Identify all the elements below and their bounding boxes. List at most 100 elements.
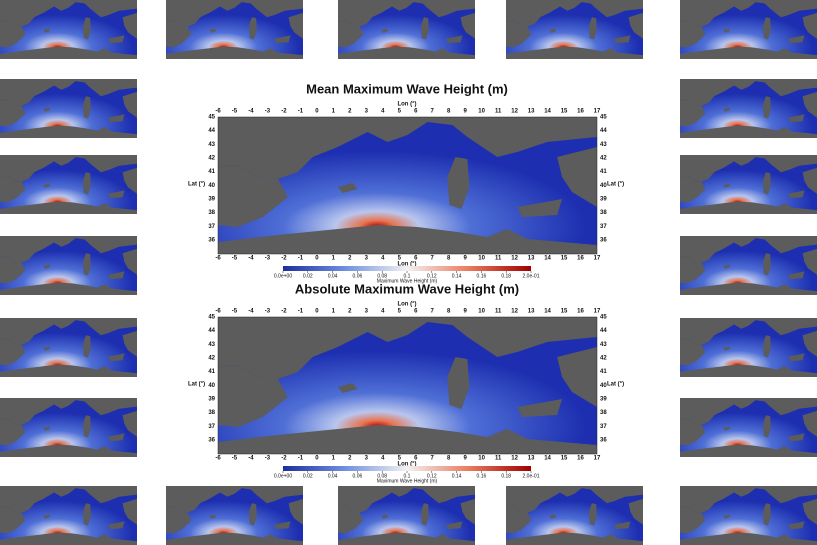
lon-tick-top: 4 (381, 309, 385, 315)
colorbar-tick-label: 0.1 (404, 473, 411, 479)
lon-tick-top: 2 (348, 109, 352, 115)
lon-tick-top: -3 (265, 109, 271, 115)
lat-tick-right: 43 (600, 342, 607, 348)
lon-tick-bottom: -4 (248, 456, 254, 462)
lon-tick-bottom: -4 (248, 256, 254, 262)
lon-tick-top: 14 (544, 309, 551, 315)
lon-tick-bottom: -6 (215, 256, 221, 262)
lat-tick-right: 44 (600, 128, 607, 134)
lat-tick-left: 41 (208, 169, 215, 175)
lon-tick-bottom: 11 (495, 456, 502, 462)
lon-tick-top: 6 (414, 309, 418, 315)
lon-tick-bottom: 12 (511, 456, 518, 462)
lat-tick-right: 38 (600, 410, 607, 416)
thumbnail-map (680, 155, 817, 214)
lon-tick-top: 15 (561, 109, 568, 115)
lat-label-right: Lat (°) (607, 182, 624, 188)
colorbar-label: Maximum Wave Height (m) (377, 478, 438, 484)
lon-tick-top: -5 (232, 109, 238, 115)
lat-tick-right: 39 (600, 197, 607, 203)
lon-tick-bottom: -6 (215, 456, 221, 462)
map (218, 117, 597, 254)
lat-tick-right: 44 (600, 328, 607, 334)
lon-tick-bottom: 7 (431, 456, 435, 462)
lon-tick-bottom: 14 (544, 256, 551, 262)
lon-tick-top: -4 (248, 309, 254, 315)
lat-tick-right: 45 (600, 315, 607, 321)
colorbar-tick-label: 0.16 (477, 273, 487, 279)
lon-tick-top: 8 (447, 109, 451, 115)
colorbar-tick-label: 0.08 (377, 273, 387, 279)
lon-tick-top: 16 (577, 109, 584, 115)
lon-tick-bottom: 2 (348, 456, 352, 462)
colorbar-tick-label: 2.0e-01 (523, 273, 540, 279)
lat-tick-right: 36 (600, 238, 607, 244)
lon-tick-bottom: 16 (577, 256, 584, 262)
lon-tick-bottom: 3 (365, 256, 369, 262)
lon-label-bottom: Lon (°) (397, 462, 416, 468)
lat-tick-left: 43 (208, 142, 215, 148)
lon-tick-top: -5 (232, 309, 238, 315)
lon-tick-bottom: 0 (315, 456, 319, 462)
map-panel: Mean Maximum Wave Height (m) -6 -6 -5 -5 -4 -4… (188, 81, 624, 284)
lon-tick-bottom: 11 (495, 256, 502, 262)
lon-tick-top: 5 (398, 309, 402, 315)
lon-tick-top: 17 (594, 309, 601, 315)
lat-tick-left: 36 (208, 238, 215, 244)
lon-tick-bottom: 15 (561, 456, 568, 462)
lon-tick-bottom: 8 (447, 256, 451, 262)
lon-tick-top: 1 (332, 109, 336, 115)
lon-tick-bottom: -1 (298, 256, 304, 262)
lon-label-top: Lon (°) (397, 102, 416, 108)
lon-tick-bottom: 8 (447, 456, 451, 462)
colorbar-tick-label: 2.0e-01 (523, 473, 540, 479)
colorbar-label: Maximum Wave Height (m) (377, 278, 438, 284)
thumbnail-map (680, 236, 817, 295)
panel-title: Absolute Maximum Wave Height (m) (295, 281, 519, 296)
lon-tick-top: -2 (281, 309, 287, 315)
lon-tick-top: 8 (447, 309, 451, 315)
lon-tick-top: -4 (248, 109, 254, 115)
map (218, 317, 597, 454)
lon-tick-bottom: -2 (281, 456, 287, 462)
lon-tick-top: 16 (577, 309, 584, 315)
thumbnail-map (680, 398, 817, 457)
lat-tick-right: 41 (600, 169, 607, 175)
colorbar-tick-label: 0.14 (452, 273, 462, 279)
lat-tick-left: 42 (208, 156, 215, 162)
lat-tick-right: 36 (600, 438, 607, 444)
lon-tick-top: 4 (381, 109, 385, 115)
lon-tick-top: 2 (348, 309, 352, 315)
lon-tick-top: -1 (298, 309, 304, 315)
lat-tick-right: 40 (600, 383, 607, 389)
colorbar-tick-label: 0.08 (377, 473, 387, 479)
lon-tick-top: -6 (215, 109, 221, 115)
thumbnail-map (0, 79, 137, 138)
lon-tick-bottom: 6 (414, 256, 418, 262)
lon-tick-bottom: 5 (398, 256, 402, 262)
lon-tick-top: 3 (365, 309, 369, 315)
lon-tick-bottom: 17 (594, 456, 601, 462)
lon-tick-top: 12 (511, 109, 518, 115)
lon-tick-top: -1 (298, 109, 304, 115)
lat-tick-left: 39 (208, 197, 215, 203)
lon-tick-bottom: -5 (232, 456, 238, 462)
lat-tick-right: 41 (600, 369, 607, 375)
thumbnail-map (166, 486, 303, 545)
lon-tick-top: 11 (495, 109, 502, 115)
colorbar-tick-label: 0.16 (477, 473, 487, 479)
thumbnail-map (338, 0, 475, 59)
lat-tick-left: 42 (208, 356, 215, 362)
lon-tick-top: 15 (561, 309, 568, 315)
colorbar-tick-label: 0.06 (353, 473, 363, 479)
lon-tick-top: 9 (464, 109, 468, 115)
thumbnail-map (680, 0, 817, 59)
lon-tick-bottom: 1 (332, 456, 336, 462)
lat-tick-left: 37 (208, 224, 215, 230)
lat-tick-right: 42 (600, 356, 607, 362)
colorbar-tick-label: 0.0e+00 (274, 273, 292, 279)
lat-tick-left: 37 (208, 424, 215, 430)
lon-tick-top: 5 (398, 109, 402, 115)
thumbnail-map (680, 79, 817, 138)
colorbar-tick-label: 0.18 (501, 273, 511, 279)
